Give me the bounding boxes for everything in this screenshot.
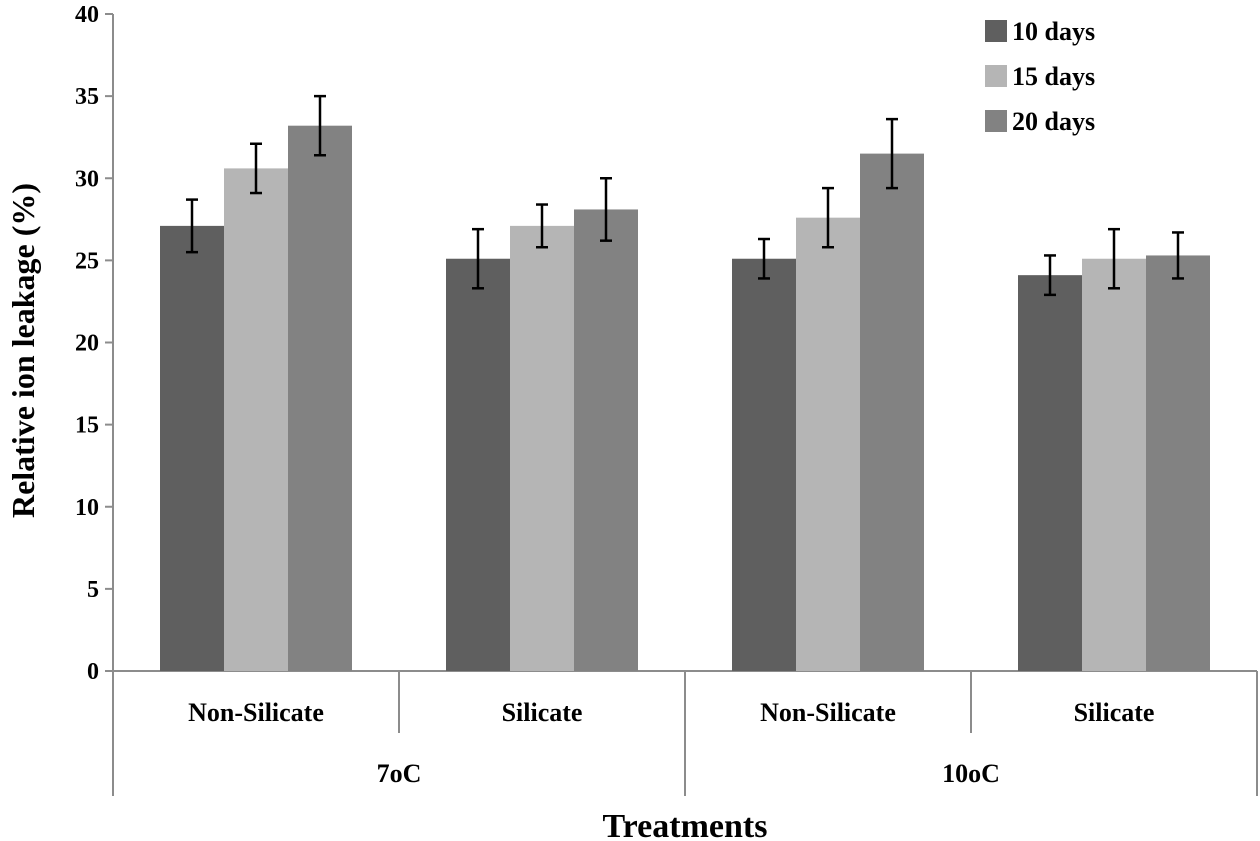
y-axis-title: Relative ion leakage (%) (5, 183, 41, 518)
legend-swatch (985, 110, 1007, 132)
bar-20-days-cat-3 (1146, 255, 1210, 671)
legend-item: 10 days (985, 17, 1095, 46)
legend-label: 20 days (1012, 107, 1095, 136)
y-tick-label: 15 (75, 413, 99, 439)
legend-swatch (985, 20, 1007, 42)
x-axis-title: Treatments (603, 808, 768, 841)
y-tick-label: 30 (75, 166, 99, 192)
bar-20-days-cat-1 (574, 209, 638, 671)
bar-15-days-cat-0 (224, 168, 288, 671)
bar-20-days-cat-2 (860, 153, 924, 672)
y-tick-label: 35 (75, 84, 99, 110)
error-bar (600, 177, 612, 242)
x-categories: Non-Silicate Silicate Non-Silicate Silicate (188, 671, 1258, 796)
error-bar (186, 198, 198, 254)
bar-15-days-cat-3 (1082, 258, 1146, 671)
legend-item: 20 days (985, 107, 1095, 136)
error-bar (1044, 254, 1056, 297)
error-bar (1108, 227, 1120, 290)
error-bar (472, 227, 484, 290)
x-category-label: Silicate (502, 698, 583, 727)
legend-label: 10 days (1012, 17, 1095, 46)
error-bar (536, 203, 548, 249)
error-bar (314, 94, 326, 157)
error-bar (822, 186, 834, 249)
bar-10-days-cat-0 (160, 225, 224, 671)
legend-swatch (985, 65, 1007, 87)
bars (160, 125, 1210, 672)
bar-20-days-cat-0 (288, 125, 352, 671)
x-group-label: 7oC (377, 759, 422, 788)
bar-10-days-cat-2 (732, 258, 796, 671)
y-ticks: 0 5 10 15 20 25 30 35 40 (75, 2, 113, 685)
y-tick-label: 20 (75, 331, 99, 357)
error-bar (250, 142, 262, 195)
error-bars (186, 94, 1184, 297)
legend-label: 15 days (1012, 62, 1095, 91)
y-tick-label: 25 (75, 248, 99, 274)
x-category-label: Non-Silicate (188, 698, 324, 727)
bar-10-days-cat-3 (1018, 275, 1082, 671)
x-groups: 7oC 10oC (377, 671, 1000, 796)
y-tick-label: 10 (75, 495, 99, 521)
x-category-label: Silicate (1074, 698, 1155, 727)
bar-10-days-cat-1 (446, 258, 510, 671)
x-group-label: 10oC (942, 759, 1000, 788)
error-bar (1172, 231, 1184, 280)
y-tick-label: 40 (75, 2, 99, 28)
bar-15-days-cat-1 (510, 225, 574, 671)
legend: 10 days 15 days 20 days (985, 17, 1095, 136)
bar-15-days-cat-2 (796, 217, 860, 672)
legend-item: 15 days (985, 62, 1095, 91)
error-bar (758, 237, 770, 280)
y-tick-label: 0 (87, 659, 99, 685)
error-bar (886, 117, 898, 190)
x-category-label: Non-Silicate (760, 698, 896, 727)
y-tick-label: 5 (87, 577, 99, 603)
